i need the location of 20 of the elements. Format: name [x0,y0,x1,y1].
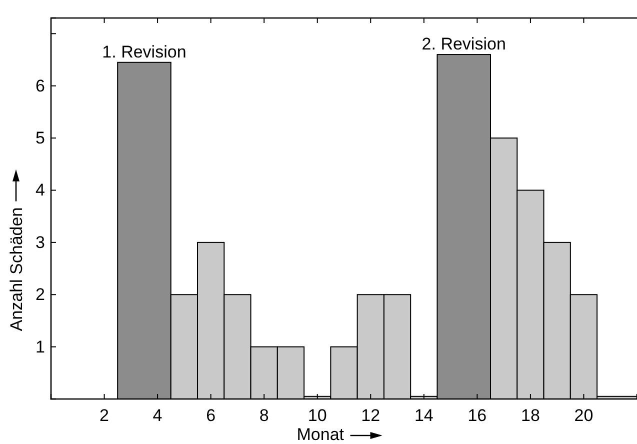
y-tick-label: 6 [36,76,45,96]
x-tick-label: 4 [152,406,162,426]
x-tick-label: 14 [414,406,434,426]
x-tick-label: 20 [574,406,594,426]
annotation: 2. Revision [422,34,506,54]
x-tick-label: 6 [206,406,216,426]
x-tick-label: 12 [361,406,380,426]
x-tick-label: 18 [520,406,540,426]
x-tick-label: 2 [100,406,110,426]
x-axis-title: Monat [296,425,344,444]
x-tick-label: 10 [308,406,327,426]
y-tick-label: 1 [36,337,45,356]
y-tick-label: 5 [36,128,45,148]
y-axis-title: Anzahl Schäden [7,207,26,332]
y-tick-label: 2 [36,285,45,304]
annotation: 1. Revision [102,42,186,62]
x-tick-label: 16 [468,406,487,426]
x-tick-label: 8 [259,406,269,426]
y-tick-label: 3 [36,232,45,252]
y-tick-label: 4 [36,180,45,200]
